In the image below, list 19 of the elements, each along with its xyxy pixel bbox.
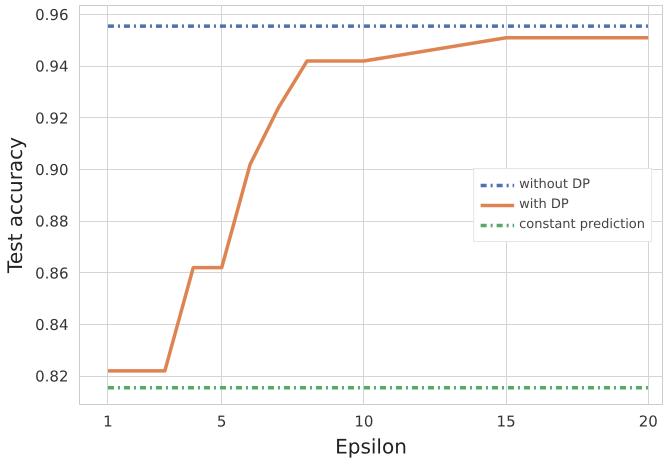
line-series xyxy=(106,36,650,373)
y-tick-label: 0.86 xyxy=(35,264,69,282)
y-tick-label: 0.92 xyxy=(35,109,69,128)
y-tick-label: 0.82 xyxy=(35,368,69,386)
y-tick-label: 0.96 xyxy=(35,6,69,24)
x-tick-label: 10 xyxy=(354,412,374,430)
y-tick-label: 0.88 xyxy=(35,212,69,231)
y-tick-label: 0.84 xyxy=(35,316,69,334)
x-tick-label: 1 xyxy=(103,412,113,430)
x-tick-label: 15 xyxy=(496,412,516,430)
y-axis-title: Test accuracy xyxy=(3,136,28,274)
x-tick-label: 5 xyxy=(216,412,226,430)
legend-label: constant prediction xyxy=(519,217,645,232)
legend-label: without DP xyxy=(519,177,590,192)
x-axis-title: Epsilon xyxy=(335,434,407,458)
y-tick-label: 0.90 xyxy=(35,160,69,179)
legend-label: with DP xyxy=(519,197,569,212)
y-tick-label: 0.94 xyxy=(35,58,69,76)
x-tick-label: 20 xyxy=(638,412,658,430)
